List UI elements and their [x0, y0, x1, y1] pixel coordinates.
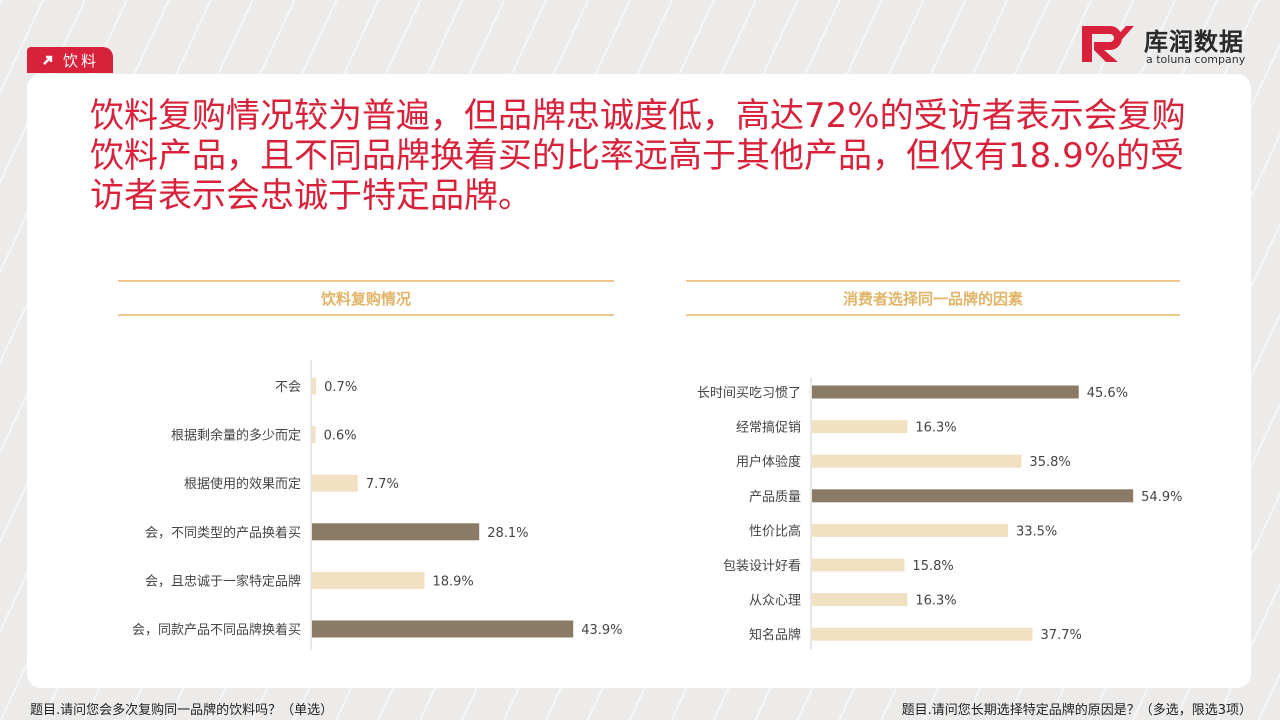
- value-label: 16.3%: [915, 421, 956, 436]
- category-label: 不会: [275, 380, 301, 395]
- footnote-right: 题目.请问您长期选择特定品牌的原因是？（多选，限选3项）: [901, 703, 1252, 718]
- bar: [812, 558, 905, 572]
- footnote-left: 题目.请问您会多次复购同一品牌的饮料吗？（单选）: [30, 703, 334, 718]
- value-label: 37.7%: [1041, 628, 1082, 643]
- repurchase-bar-chart: 不会 0.7% 根据剩余量的多少而定 0.6% 根据使用的效果而定 7.7% 会，不同类型的…: [132, 360, 623, 650]
- content-card: [27, 74, 1251, 688]
- value-label: 54.9%: [1141, 490, 1182, 505]
- bar: [812, 593, 908, 607]
- logo-mark-icon: [1082, 26, 1134, 62]
- category-label: 会，且忠诚于一家特定品牌: [145, 573, 301, 589]
- value-label: 0.7%: [324, 380, 357, 395]
- category-label: 会，不同类型的产品换着买: [145, 525, 301, 541]
- company-logo: 库润数据 a toluna company: [1080, 22, 1252, 68]
- value-label: 43.9%: [581, 623, 622, 638]
- value-label: 18.9%: [432, 574, 473, 589]
- bar: [812, 523, 1008, 537]
- tag-label: 饮料: [63, 51, 100, 70]
- category-label: 会，同款产品不同品牌换着买: [132, 622, 301, 638]
- value-label: 33.5%: [1016, 524, 1057, 539]
- brand-factor-bar-chart: 长时间买吃习惯了 45.6% 经常搞促销 16.3% 用户体验度 35.8% 产品质量 54.…: [697, 378, 1182, 650]
- bar: [812, 627, 1033, 641]
- category-label: 知名品牌: [749, 627, 801, 643]
- value-label: 16.3%: [915, 594, 956, 609]
- category-label: 经常搞促销: [736, 420, 801, 436]
- category-tag: 饮料: [27, 47, 113, 73]
- value-label: 7.7%: [366, 477, 399, 492]
- category-label: 用户体验度: [736, 454, 801, 470]
- category-label: 根据剩余量的多少而定: [171, 428, 301, 444]
- right-chart-title: 消费者选择同一品牌的因素: [686, 280, 1180, 316]
- bar: [812, 454, 1022, 468]
- arrow-up-right-icon: [37, 49, 59, 71]
- category-label: 产品质量: [749, 490, 801, 505]
- bar: [312, 620, 574, 638]
- bar: [812, 385, 1079, 399]
- bar: [312, 571, 425, 589]
- bar: [312, 426, 316, 444]
- value-label: 45.6%: [1087, 386, 1128, 401]
- category-label: 包装设计好看: [723, 558, 801, 574]
- bar: [312, 474, 358, 492]
- value-label: 15.8%: [912, 559, 953, 574]
- bar: [312, 377, 317, 395]
- value-label: 35.8%: [1029, 455, 1070, 470]
- category-label: 根据使用的效果而定: [184, 476, 301, 492]
- category-label: 长时间买吃习惯了: [697, 385, 801, 401]
- bar: [812, 420, 908, 434]
- logo-brand-text: 库润数据: [1144, 28, 1244, 56]
- value-label: 28.1%: [487, 526, 528, 541]
- headline: 饮料复购情况较为普遍，但品牌忠诚度低，高达72%的受访者表示会复购饮料产品，且不…: [90, 96, 1186, 216]
- bar: [812, 489, 1134, 503]
- left-chart-title: 饮料复购情况: [118, 280, 614, 316]
- value-label: 0.6%: [324, 429, 357, 444]
- bar: [312, 523, 480, 541]
- category-label: 性价比高: [749, 523, 801, 539]
- category-label: 从众心理: [749, 594, 801, 609]
- logo-subtitle: a toluna company: [1146, 53, 1246, 66]
